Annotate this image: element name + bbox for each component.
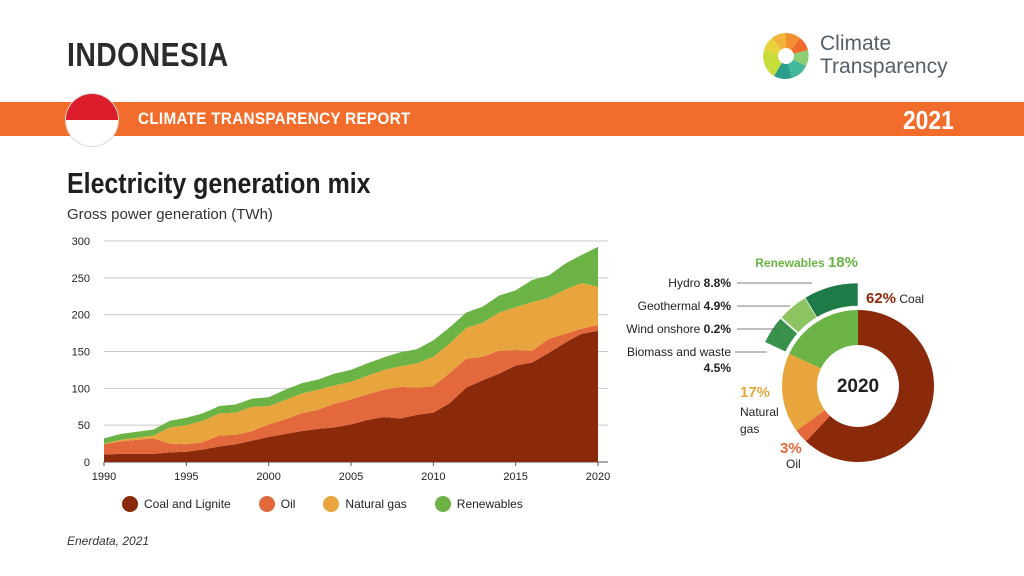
chart-subtitle: Gross power generation (TWh) (67, 206, 273, 223)
breakdown-segment-2 (779, 316, 799, 334)
slice-label-gas-value: 17% (740, 384, 770, 401)
donut-center-label: 2020 (837, 376, 879, 397)
x-tick-label: 2000 (256, 471, 280, 483)
breakdown-label: Wind onshore 0.2% (626, 322, 731, 336)
legend-item: Renewables (434, 496, 523, 512)
logo-sun-icon (763, 33, 809, 79)
chart-title: Electricity generation mix (67, 168, 371, 200)
legend-swatch (122, 496, 138, 512)
donut-slice-2 (796, 410, 830, 442)
slice-label-oil-value: 3% (780, 440, 802, 457)
area-series-4 (104, 246, 598, 444)
x-tick-label: 2015 (503, 471, 527, 483)
donut-slice-4 (789, 310, 858, 369)
legend-swatch (323, 496, 340, 512)
legend-item: Natural gas (323, 496, 407, 512)
donut-slice-1 (805, 310, 934, 463)
donut-slice-3 (782, 353, 825, 431)
y-tick-label: 150 (72, 347, 90, 359)
banner-title: CLIMATE TRANSPARENCY REPORT (138, 109, 411, 128)
legend-item: Oil (258, 496, 296, 512)
source-note: Enerdata, 2021 (67, 534, 150, 548)
y-tick-label: 250 (72, 273, 90, 285)
area-series-1 (104, 330, 598, 462)
breakdown-label-name: Biomass and waste (627, 345, 731, 359)
area-series-2 (104, 325, 598, 455)
slice-label-oil-name: Oil (786, 457, 801, 471)
chart-legend: Coal and Lignite Oil Natural gas Renewables (122, 496, 551, 512)
y-tick-label: 200 (72, 310, 90, 322)
report-banner: CLIMATE TRANSPARENCY REPORT 2021 (0, 102, 1024, 136)
climate-transparency-logo: Climate Transparency (760, 26, 970, 86)
y-tick-label: 50 (78, 420, 90, 432)
breakdown-segment-3 (780, 297, 818, 334)
area-series-3 (104, 283, 598, 445)
banner-year: 2021 (903, 105, 954, 135)
breakdown-segment-4 (804, 282, 859, 318)
y-tick-label: 100 (72, 383, 90, 395)
legend-label: Renewables (456, 497, 523, 511)
slice-label-coal: 62% Coal (866, 290, 924, 307)
y-tick-label: 300 (72, 236, 90, 248)
x-tick-label: 2005 (339, 471, 363, 483)
legend-swatch (258, 496, 275, 512)
x-tick-label: 2010 (421, 471, 445, 483)
indonesia-flag-icon (66, 94, 118, 146)
logo-text-line1: Climate (820, 32, 892, 55)
legend-label: Coal and Lignite (144, 497, 231, 511)
breakdown-segment-1 (764, 317, 799, 353)
breakdown-label: Hydro 8.8% (668, 276, 731, 290)
x-tick-label: 1995 (174, 471, 198, 483)
breakdown-label-value: 4.5% (704, 361, 732, 375)
country-title: INDONESIA (67, 36, 229, 73)
legend-item: Coal and Lignite (122, 496, 231, 512)
legend-label: Natural gas (345, 497, 407, 511)
y-tick-label: 0 (84, 457, 90, 469)
x-tick-label: 1990 (92, 471, 116, 483)
slice-label-gas-line1: Natural (740, 405, 779, 419)
logo-text-line2: Transparency (820, 55, 948, 78)
slice-label-renewables: Renewables 18% (755, 254, 858, 271)
x-tick-label: 2020 (586, 471, 610, 483)
breakdown-label: Geothermal 4.9% (638, 299, 732, 313)
slice-label-gas-line2: gas (740, 422, 759, 436)
legend-label: Oil (280, 497, 296, 511)
legend-swatch (434, 496, 451, 512)
